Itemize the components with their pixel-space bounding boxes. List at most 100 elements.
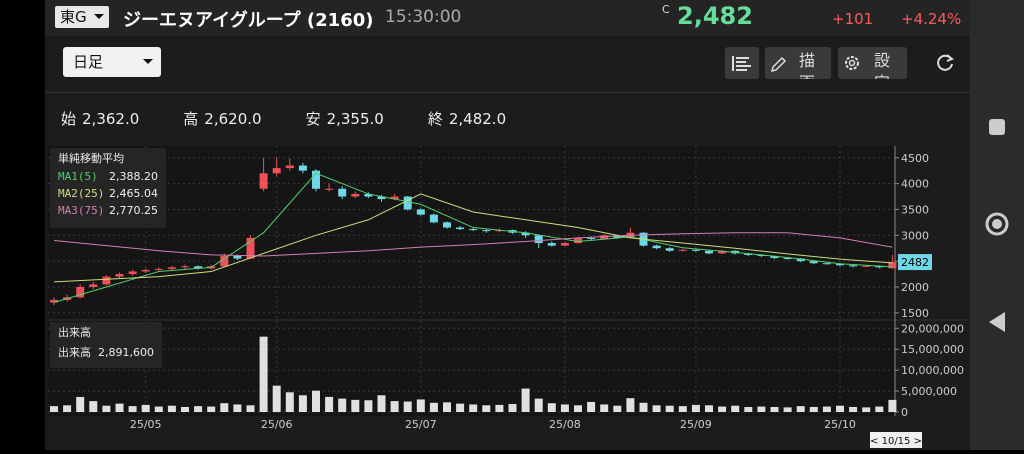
candle-body	[102, 276, 111, 285]
candle-body	[783, 258, 792, 260]
candle-body	[141, 269, 150, 272]
candle-body	[364, 193, 373, 197]
volume-bar	[547, 403, 556, 412]
volume-bar	[259, 336, 268, 412]
ohlc-value: 2,620.0	[204, 110, 262, 128]
ohlc-item: 安 2,355.0	[306, 110, 384, 128]
volume-bar	[560, 404, 569, 412]
candle-body	[429, 214, 438, 223]
y-tick-label: 5,000,000	[901, 385, 957, 398]
candle-body	[154, 268, 163, 270]
ma-line	[53, 172, 893, 303]
volume-bar	[796, 406, 805, 412]
candle-body	[220, 255, 229, 267]
volume-bar	[600, 404, 609, 412]
legend-value: 2,465.04	[109, 187, 158, 200]
date-tag-box	[870, 432, 922, 448]
chart-background	[48, 146, 895, 416]
home-button[interactable]	[985, 212, 1009, 236]
candle-body	[482, 230, 491, 232]
volume-bar	[613, 405, 622, 412]
date-tag: < 10/15 >	[870, 436, 922, 447]
volume-bar	[364, 400, 373, 412]
ohlc-item: 高 2,620.0	[183, 110, 261, 128]
volume-bar	[469, 404, 478, 412]
volume-bar	[731, 405, 740, 412]
ohlc-label: 安	[305, 110, 321, 128]
volume-bar	[141, 404, 150, 412]
axis-background	[895, 146, 970, 416]
candle-body	[888, 262, 897, 269]
volume-bar	[443, 402, 451, 412]
volume-bar	[783, 407, 792, 412]
volume-bar	[534, 398, 543, 412]
candle-body	[377, 196, 386, 200]
volume-bar	[351, 399, 360, 412]
volume-bar	[521, 388, 530, 412]
candle-body	[89, 284, 98, 287]
volume-bar	[233, 404, 242, 412]
x-tick-label: 25/10	[824, 418, 856, 431]
y-tick-label: 0	[901, 406, 908, 419]
candle-body	[259, 173, 268, 189]
legend-value: 2,388.20	[109, 170, 158, 183]
candle-body	[390, 196, 399, 200]
volume-bar	[508, 404, 517, 412]
candle-body	[560, 243, 569, 246]
volume-bar	[128, 406, 137, 412]
volume-bar	[50, 406, 58, 412]
volume-bar	[167, 405, 176, 412]
ma-line	[53, 193, 893, 283]
volume-bar	[718, 406, 727, 412]
indicator-button[interactable]	[725, 47, 759, 79]
candle-body	[351, 193, 360, 197]
volume-bar	[181, 406, 189, 412]
y-tick-label: 3500	[901, 203, 929, 216]
ohlc-item: 始 2,362.0	[61, 110, 139, 128]
volume-bar	[691, 404, 700, 412]
ma-line	[53, 232, 893, 257]
ohlc-value: 2,362.0	[82, 110, 140, 128]
y-tick-label: 3000	[901, 229, 929, 242]
volume-bar	[665, 405, 674, 412]
candle-body	[862, 265, 871, 267]
candle-body	[167, 267, 176, 269]
price: 2,482	[677, 2, 753, 30]
volume-bar	[207, 406, 216, 412]
market-select[interactable]: 東G	[55, 6, 109, 28]
volume-bar	[678, 406, 687, 412]
volume-bar	[862, 407, 871, 412]
back-button[interactable]	[989, 312, 1005, 332]
ohlc-label: 高	[183, 110, 199, 128]
ohlc-value: 2,355.0	[326, 110, 384, 128]
y-tick-label: 1500	[901, 307, 929, 320]
y-tick-label: 4000	[901, 178, 929, 191]
y-tick-label: 2000	[901, 281, 929, 294]
price-tag: 2482	[901, 256, 929, 269]
candle-body	[796, 258, 805, 262]
draw-button[interactable]: 描画	[765, 47, 831, 79]
legend-name: MA1(5)	[58, 170, 98, 183]
volume-bar	[115, 403, 124, 412]
candle-body	[246, 237, 255, 259]
settings-button[interactable]: 設定	[838, 47, 907, 79]
volume-bar	[482, 405, 491, 412]
x-tick-label: 25/06	[261, 418, 293, 431]
recent-button[interactable]	[989, 119, 1005, 135]
volume-bar	[574, 405, 582, 412]
x-tick-label: 25/08	[549, 418, 581, 431]
volume-bar	[587, 401, 596, 412]
candle-body	[587, 237, 596, 239]
volume-title: 出来高	[58, 325, 91, 339]
candle-body	[50, 299, 58, 303]
header: 東G ジーエヌアイグループ (2160) 15:30:00 C 2,482 +1…	[45, 0, 970, 36]
period-select[interactable]: 日足	[63, 47, 161, 77]
volume-bar	[63, 405, 72, 412]
volume-bar	[154, 406, 163, 412]
volume-bar	[626, 398, 635, 412]
change-pct: +4.24%	[901, 10, 962, 28]
refresh-button[interactable]	[933, 51, 957, 75]
volume-bar	[246, 405, 255, 412]
nav-bar	[970, 0, 1024, 450]
volume-bar	[377, 395, 386, 412]
